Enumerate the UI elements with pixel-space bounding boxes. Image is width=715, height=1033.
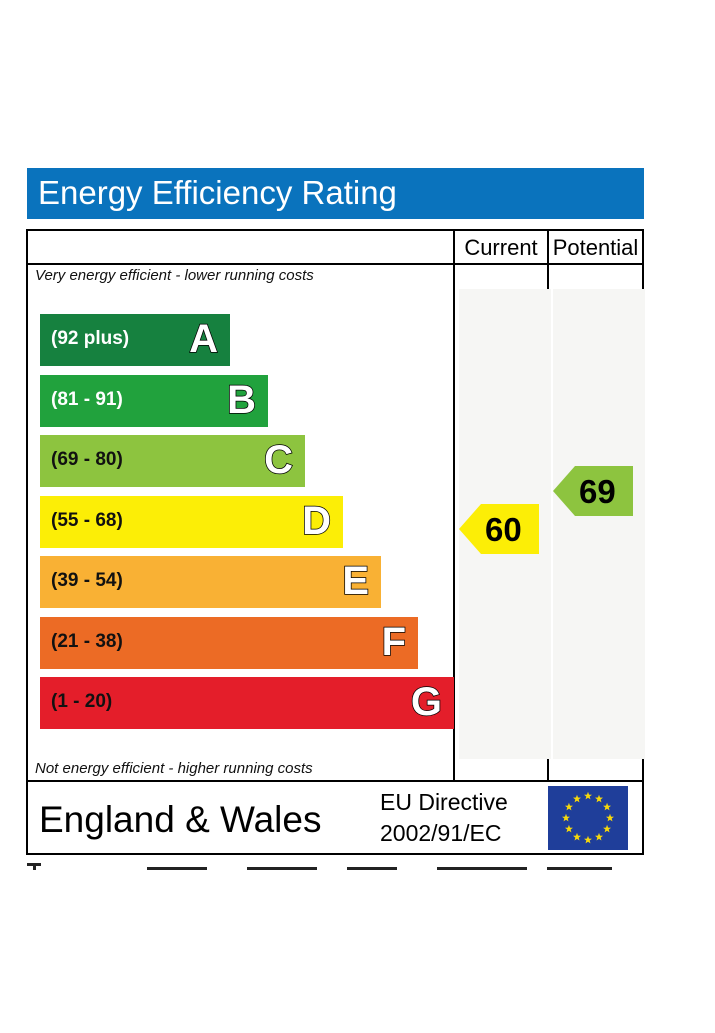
eu-star-icon [573, 832, 581, 841]
eu-star-icon [595, 794, 603, 803]
eu-flag-icon [548, 786, 628, 850]
chart-title: Energy Efficiency Rating [38, 174, 397, 211]
current-rating-value: 60 [485, 511, 522, 548]
note-bottom: Not energy efficient - higher running co… [35, 760, 313, 777]
band-letter-d: D [301, 498, 331, 544]
potential-rating-marker: 69 [553, 466, 633, 516]
eu-star-icon [603, 824, 612, 833]
potential-rating-arrow [553, 466, 633, 516]
footer-directive-number: 2002/91/EC [380, 820, 502, 846]
band-e: (39 - 54) E [40, 556, 381, 608]
band-range-c: (69 - 80) [51, 449, 123, 470]
footer-divider [28, 780, 642, 782]
band-letter-f: F [381, 619, 407, 665]
band-b: (81 - 91) B [40, 375, 268, 427]
eu-star-icon [564, 824, 573, 833]
eu-star-icon [595, 832, 603, 841]
column-header-potential: Potential [552, 235, 639, 260]
eu-star-icon [584, 835, 592, 844]
band-range-d: (55 - 68) [51, 510, 123, 531]
eu-star-icon [562, 813, 570, 822]
footer-country: England & Wales [39, 799, 322, 840]
band-d: (55 - 68) D [40, 496, 343, 548]
title-bar: Energy Efficiency Rating [27, 168, 644, 219]
potential-column-bg [553, 289, 645, 759]
band-range-a: (92 plus) [51, 328, 130, 349]
note-top: Very energy efficient - lower running co… [35, 267, 314, 284]
band-g: (1 - 20) G [40, 677, 454, 729]
band-range-b: (81 - 91) [51, 389, 123, 410]
band-c: (69 - 80) C [40, 435, 305, 487]
eu-star-icon [603, 802, 612, 811]
band-letter-c: C [263, 437, 293, 483]
eu-star-icon [584, 791, 592, 800]
band-letter-b: B [226, 377, 256, 423]
eu-star-icon [564, 802, 573, 811]
footer-directive-name: EU Directive [380, 789, 508, 815]
eu-star-icon [606, 813, 614, 822]
current-rating-arrow [459, 504, 539, 554]
band-letter-a: A [188, 316, 218, 362]
cutoff-text-fragment [27, 860, 617, 870]
band-letter-g: G [410, 679, 443, 725]
rating-table: Current Potential Very energy efficient … [26, 229, 645, 855]
eu-star-icon [573, 794, 581, 803]
current-rating-marker: 60 [459, 504, 539, 554]
band-range-e: (39 - 54) [51, 570, 123, 591]
band-f: (21 - 38) F [40, 617, 418, 669]
band-range-f: (21 - 38) [51, 631, 123, 652]
potential-rating-value: 69 [579, 473, 616, 510]
header-divider [28, 263, 642, 265]
band-range-g: (1 - 20) [51, 691, 113, 712]
column-divider-current [453, 231, 455, 782]
band-a: (92 plus) A [40, 314, 230, 366]
band-letter-e: E [342, 558, 370, 604]
column-header-current: Current [464, 235, 538, 260]
